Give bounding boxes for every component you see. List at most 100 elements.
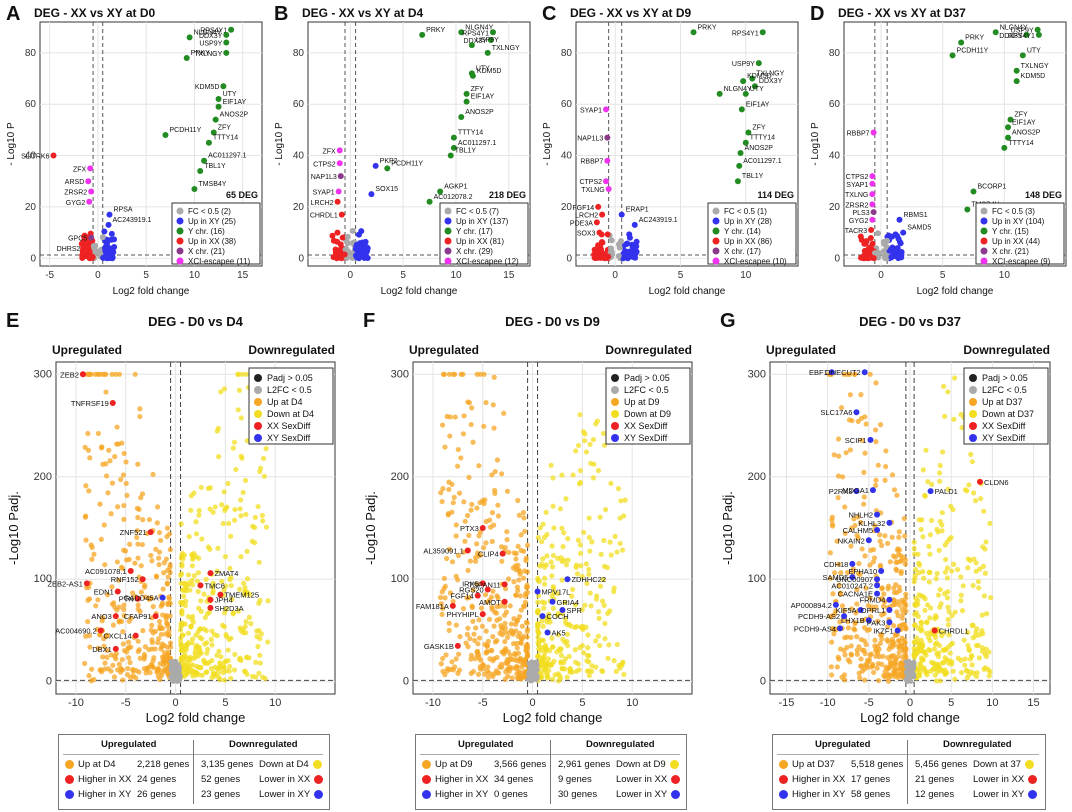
data-point xyxy=(99,669,105,675)
data-point xyxy=(951,416,957,422)
data-point xyxy=(518,547,524,553)
data-point xyxy=(894,589,900,596)
point-label: GPC5 xyxy=(68,236,87,243)
data-point xyxy=(243,619,249,625)
point-label: SAMD5 xyxy=(823,573,849,582)
data-point xyxy=(145,665,151,671)
data-point xyxy=(542,665,548,671)
data-point xyxy=(162,132,169,139)
data-point xyxy=(185,572,192,578)
data-point xyxy=(535,623,541,630)
data-point xyxy=(484,49,491,56)
data-point xyxy=(150,664,156,671)
data-point xyxy=(197,582,204,589)
data-point xyxy=(845,569,851,576)
data-point xyxy=(590,436,597,443)
x-tick-label: -5 xyxy=(864,697,874,709)
data-point xyxy=(112,454,118,460)
data-point xyxy=(883,463,889,470)
data-point xyxy=(523,555,529,561)
data-point xyxy=(759,29,766,36)
point-label: PCDH9-AS2 xyxy=(798,612,840,621)
data-point xyxy=(439,422,446,428)
data-point xyxy=(86,632,93,639)
data-point xyxy=(572,624,578,630)
data-point xyxy=(133,675,139,681)
data-point xyxy=(139,491,146,497)
data-point xyxy=(577,468,584,474)
data-point xyxy=(495,595,501,601)
point-label: EIF1AY xyxy=(471,94,495,101)
data-point xyxy=(837,625,843,632)
data-point xyxy=(934,651,940,657)
data-point xyxy=(138,563,144,569)
deg-count-label: 148 DEG xyxy=(1025,190,1062,200)
data-point xyxy=(971,490,977,496)
data-point xyxy=(353,252,360,259)
data-point xyxy=(210,584,216,590)
data-point xyxy=(138,589,144,595)
data-point xyxy=(745,129,752,136)
data-point xyxy=(944,575,950,581)
data-point xyxy=(564,674,570,680)
data-point xyxy=(227,576,233,583)
data-point xyxy=(828,369,835,376)
legend-label: X chr. (21) xyxy=(188,247,225,256)
data-point xyxy=(110,622,116,628)
point-label: PCDH11Y xyxy=(169,127,201,134)
data-point xyxy=(476,553,482,559)
legend-swatch xyxy=(176,257,184,265)
data-point xyxy=(895,599,901,605)
data-point xyxy=(549,644,556,650)
point-label: TXLNGY xyxy=(1021,63,1049,70)
data-point xyxy=(472,558,479,564)
data-point xyxy=(872,482,879,488)
data-point xyxy=(982,570,989,576)
data-point xyxy=(1005,134,1012,141)
data-point xyxy=(633,243,640,250)
data-point xyxy=(858,236,865,243)
data-point xyxy=(88,542,94,548)
data-point xyxy=(742,90,749,97)
data-point xyxy=(835,495,841,501)
data-point xyxy=(1019,52,1026,59)
data-point xyxy=(450,371,456,377)
data-point xyxy=(859,647,865,653)
point-label: RPS4Y1 xyxy=(1008,33,1035,40)
data-point xyxy=(197,648,203,654)
data-point xyxy=(154,668,160,674)
data-point xyxy=(867,562,873,568)
data-point xyxy=(612,533,618,539)
point-label: ZRSR2 xyxy=(845,202,868,209)
data-point xyxy=(875,249,882,256)
data-point xyxy=(118,564,125,570)
x-tick-label: 10 xyxy=(740,270,752,281)
data-point xyxy=(167,640,174,646)
data-point xyxy=(549,573,555,579)
point-label: USP9Y xyxy=(732,61,755,68)
y-tick-label: 40 xyxy=(25,151,37,162)
legend-swatch xyxy=(712,237,720,245)
data-point xyxy=(736,162,743,169)
data-point xyxy=(861,469,867,475)
data-point xyxy=(488,594,495,600)
data-point xyxy=(873,380,879,386)
y-tick-label: 40 xyxy=(829,151,841,162)
data-point xyxy=(241,580,247,586)
data-point xyxy=(339,234,346,241)
data-point xyxy=(159,641,165,647)
data-point xyxy=(551,658,557,664)
summary-row-value: 24 genes xyxy=(137,774,177,785)
data-point xyxy=(195,588,201,595)
data-point xyxy=(211,631,217,638)
point-label: EPHA10 xyxy=(848,567,877,576)
data-point xyxy=(167,547,173,553)
data-point xyxy=(885,666,891,672)
point-label: TXLNGY xyxy=(492,45,520,52)
data-point xyxy=(851,516,857,522)
data-point xyxy=(559,577,565,583)
data-point xyxy=(164,581,170,587)
data-point xyxy=(165,623,171,629)
data-point xyxy=(927,647,933,654)
data-point xyxy=(898,558,904,564)
